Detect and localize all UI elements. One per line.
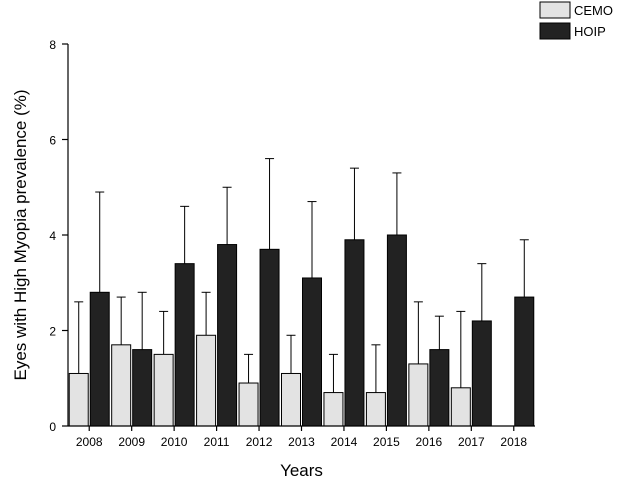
bar-hoip-2013 bbox=[302, 277, 322, 427]
bar-hoip-2012 bbox=[259, 248, 280, 427]
bar-cemo-2015 bbox=[365, 392, 386, 427]
x-tick-label: 2013 bbox=[288, 435, 315, 449]
y-tick-label: 6 bbox=[49, 134, 56, 148]
x-axis-title: Years bbox=[280, 461, 323, 480]
x-tick-label: 2015 bbox=[373, 435, 400, 449]
legend-label-cemo: CEMO bbox=[574, 3, 613, 18]
axes: 0 2 4 6 8 2008 2009 2010 2011 2012 2013 2014 2015 201… bbox=[49, 38, 535, 449]
bar-cemo-2017 bbox=[450, 387, 471, 427]
bar-cemo-2012 bbox=[238, 382, 259, 427]
legend-label-hoip: HOIP bbox=[574, 24, 606, 39]
x-tick-label: 2010 bbox=[161, 435, 188, 449]
bar-hoip-2017 bbox=[471, 320, 492, 427]
legend: CEMO HOIP bbox=[539, 1, 613, 40]
bar-hoip-2011 bbox=[217, 244, 238, 427]
legend-swatch-cemo bbox=[539, 1, 571, 19]
x-tick-label: 2012 bbox=[246, 435, 273, 449]
y-tick-label: 8 bbox=[49, 38, 56, 52]
x-tick-label: 2009 bbox=[118, 435, 145, 449]
y-tick-label: 0 bbox=[49, 420, 56, 434]
bar-hoip-2018 bbox=[514, 296, 535, 427]
bar-cemo-2011 bbox=[196, 334, 217, 427]
bar-hoip-2016 bbox=[429, 349, 450, 427]
x-tick-label: 2008 bbox=[76, 435, 103, 449]
bar-cemo-2014 bbox=[323, 392, 344, 427]
x-tick-label: 2014 bbox=[331, 435, 358, 449]
bar-cemo-2009 bbox=[111, 344, 132, 427]
y-tick-label: 2 bbox=[49, 325, 56, 339]
x-tick-label: 2018 bbox=[500, 435, 527, 449]
x-tick-label: 2011 bbox=[204, 435, 230, 449]
bar-hoip-2014 bbox=[344, 239, 365, 427]
bar-cemo-2013 bbox=[281, 372, 301, 427]
bar-cemo-2010 bbox=[153, 353, 174, 427]
y-tick-label: 4 bbox=[49, 229, 56, 243]
x-tick-label: 2016 bbox=[416, 435, 443, 449]
bar-hoip-2010 bbox=[174, 263, 195, 427]
legend-swatch-hoip bbox=[539, 22, 571, 40]
bar-hoip-2009 bbox=[132, 349, 153, 427]
bar-hoip-2008 bbox=[89, 291, 110, 427]
plot-area bbox=[68, 158, 535, 427]
bar-cemo-2016 bbox=[408, 363, 429, 427]
bar-cemo-2008 bbox=[68, 372, 89, 427]
y-axis-title: Eyes with High Myopia prevalence (%) bbox=[11, 89, 30, 380]
x-tick-label: 2017 bbox=[458, 435, 485, 449]
bar-hoip-2015 bbox=[386, 234, 407, 427]
